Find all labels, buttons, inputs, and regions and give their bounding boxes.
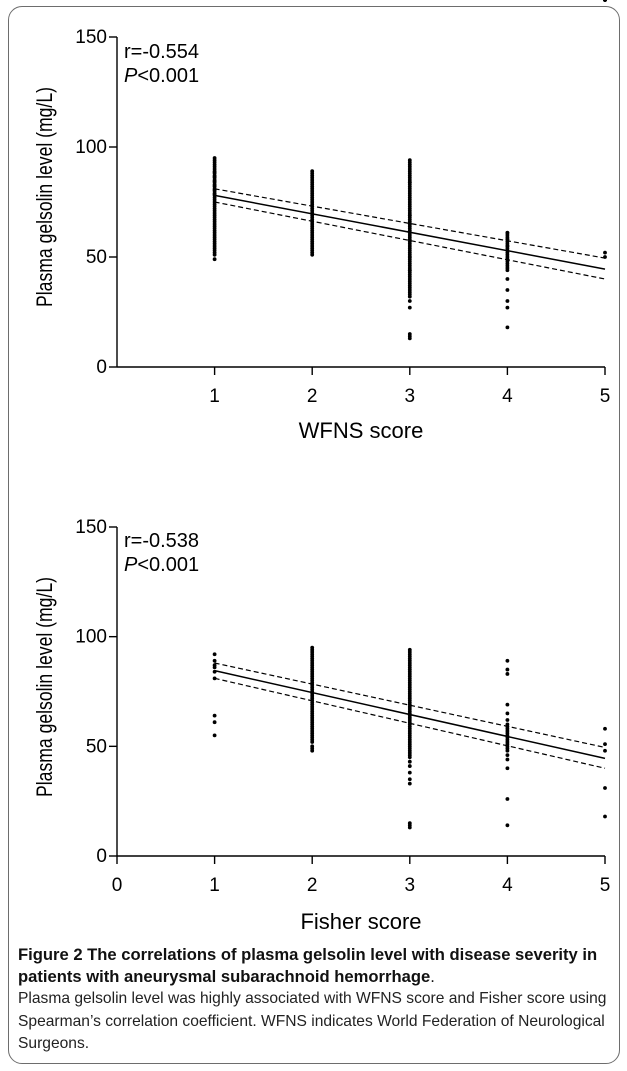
x-axis-label: Fisher score — [300, 909, 421, 934]
data-point — [505, 325, 510, 330]
ci-upper-line — [214, 188, 606, 259]
data-point — [505, 667, 510, 672]
y-tick-label: 100 — [75, 627, 107, 648]
caption-title: Figure 2 The correlations of plasma gels… — [18, 945, 598, 986]
x-tick-label: 3 — [405, 386, 416, 407]
y-tick-label: 50 — [86, 247, 107, 268]
data-point — [407, 305, 412, 310]
x-tick-label: 1 — [209, 875, 220, 896]
data-point — [212, 665, 217, 670]
figure-caption: Figure 2 The correlations of plasma gels… — [18, 944, 614, 1055]
data-point — [505, 277, 510, 281]
x-tick-label: 1 — [209, 386, 220, 407]
correlation-r-label: r=-0.554 — [124, 41, 199, 63]
data-point — [310, 748, 315, 753]
x-tick-label: 3 — [405, 875, 416, 896]
data-point — [505, 230, 510, 235]
data-point — [212, 669, 217, 674]
data-point — [212, 733, 217, 738]
p-italic: P — [124, 554, 138, 576]
data-point — [603, 748, 607, 753]
data-point — [212, 713, 217, 718]
data-point — [603, 742, 607, 747]
data-point — [505, 702, 510, 707]
data-point — [505, 748, 510, 753]
caption-title-end: . — [430, 966, 435, 986]
data-point — [603, 255, 607, 259]
data-point — [505, 797, 510, 801]
y-tick-label: 0 — [96, 846, 107, 867]
p-value-label: P<0.001 — [124, 554, 199, 576]
data-point — [505, 766, 510, 771]
data-point — [212, 658, 217, 663]
data-point — [407, 764, 412, 768]
data-point — [603, 786, 607, 790]
correlation-r-label: r=-0.538 — [124, 530, 199, 552]
x-tick-label: 2 — [307, 875, 318, 896]
caption-body: Plasma gelsolin level was highly associa… — [18, 990, 607, 1053]
y-axis-label: Plasma gelsolin level (mg/L) — [33, 577, 57, 797]
data-point — [212, 652, 217, 657]
data-point — [407, 759, 412, 764]
y-axis-label: Plasma gelsolin level (mg/L) — [33, 87, 57, 307]
data-point — [505, 718, 510, 722]
x-tick-label: 4 — [502, 875, 513, 896]
data-point — [603, 0, 607, 2]
wfns-scatter-chart: 0 50 100 150 1 2 3 4 5 WFNS score Plasma gelsolin … — [33, 0, 611, 443]
data-point — [505, 672, 510, 676]
data-point — [505, 305, 510, 310]
data-point — [407, 222, 412, 226]
data-point — [603, 726, 607, 731]
y-tick-label: 100 — [75, 137, 107, 158]
data-point — [212, 252, 217, 257]
data-point — [603, 814, 607, 819]
x-tick-label: 5 — [600, 875, 611, 896]
data-point — [212, 720, 217, 725]
data-point — [505, 658, 510, 663]
data-point — [407, 777, 412, 782]
data-point — [603, 250, 607, 255]
x-axis-label: WFNS score — [299, 418, 424, 443]
data-point — [505, 299, 510, 303]
data-point — [505, 244, 510, 248]
data-point — [407, 825, 412, 830]
data-point — [505, 711, 510, 716]
y-tick-label: 150 — [75, 517, 107, 538]
p-value-text: <0.001 — [137, 65, 199, 87]
data-point — [407, 336, 412, 341]
ci-lower-line — [214, 201, 606, 280]
data-point — [505, 757, 510, 762]
ci-upper-line — [214, 662, 606, 749]
fisher-scatter-chart: 0 50 100 150 0 1 2 3 4 5 Fisher score Plasma gelsol… — [33, 517, 611, 934]
data-point — [407, 294, 412, 299]
p-value-label: P<0.001 — [124, 65, 199, 87]
data-point — [212, 676, 217, 681]
p-italic: P — [124, 65, 138, 87]
data-point — [505, 753, 510, 758]
data-point — [505, 237, 510, 242]
data-point — [407, 180, 412, 185]
data-point — [407, 770, 412, 775]
p-value-text: <0.001 — [137, 554, 199, 576]
x-tick-label: 5 — [600, 386, 611, 407]
data-point — [407, 781, 412, 786]
data-point — [407, 213, 412, 218]
data-point — [212, 257, 217, 262]
data-point — [407, 299, 412, 303]
y-tick-label: 50 — [86, 736, 107, 757]
x-tick-label: 0 — [112, 875, 123, 896]
data-point — [505, 288, 510, 292]
data-point — [310, 252, 315, 257]
data-point — [310, 740, 315, 744]
data-point — [407, 755, 412, 760]
y-tick-label: 0 — [96, 357, 107, 378]
data-point — [505, 268, 510, 273]
data-point — [505, 823, 510, 828]
y-tick-label: 150 — [75, 27, 107, 48]
x-tick-label: 4 — [502, 386, 513, 407]
x-tick-label: 2 — [307, 386, 318, 407]
